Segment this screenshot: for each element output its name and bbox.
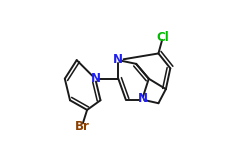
Text: N: N	[113, 53, 123, 66]
Text: N: N	[138, 92, 147, 105]
Text: Cl: Cl	[156, 31, 169, 44]
Text: N: N	[91, 72, 101, 85]
Text: Br: Br	[74, 120, 89, 133]
